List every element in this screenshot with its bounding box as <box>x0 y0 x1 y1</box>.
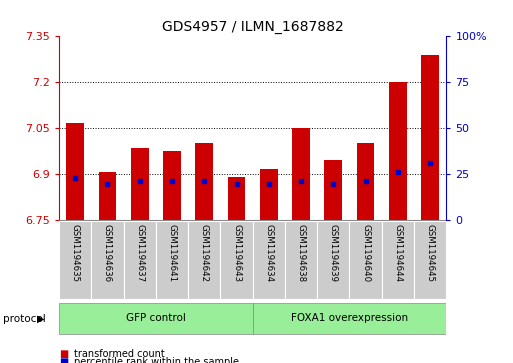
Bar <box>357 143 374 220</box>
Bar <box>228 177 245 220</box>
Text: GSM1194637: GSM1194637 <box>135 224 144 282</box>
Bar <box>124 221 156 299</box>
Text: GSM1194644: GSM1194644 <box>393 224 402 282</box>
Text: ■: ■ <box>59 357 68 363</box>
Bar <box>163 151 181 220</box>
Bar <box>98 172 116 220</box>
Text: GSM1194642: GSM1194642 <box>200 224 209 282</box>
Text: protocol: protocol <box>3 314 45 323</box>
Title: GDS4957 / ILMN_1687882: GDS4957 / ILMN_1687882 <box>162 20 344 34</box>
Bar <box>188 221 221 299</box>
Text: FOXA1 overexpression: FOXA1 overexpression <box>291 313 408 323</box>
Text: GSM1194638: GSM1194638 <box>297 224 306 282</box>
Text: transformed count: transformed count <box>74 349 165 359</box>
Text: GSM1194634: GSM1194634 <box>264 224 273 282</box>
Bar <box>66 123 84 220</box>
Bar <box>285 221 317 299</box>
Bar <box>349 221 382 299</box>
Text: GSM1194645: GSM1194645 <box>426 224 435 282</box>
Bar <box>59 303 252 334</box>
Text: GSM1194643: GSM1194643 <box>232 224 241 282</box>
Bar <box>252 221 285 299</box>
Bar <box>324 160 342 220</box>
Text: GSM1194635: GSM1194635 <box>71 224 80 282</box>
Bar <box>382 221 414 299</box>
Text: GSM1194641: GSM1194641 <box>167 224 176 282</box>
Bar <box>317 221 349 299</box>
Bar <box>260 169 278 220</box>
Text: ■: ■ <box>59 349 68 359</box>
Text: GSM1194639: GSM1194639 <box>329 224 338 282</box>
Text: GSM1194640: GSM1194640 <box>361 224 370 282</box>
Bar <box>389 82 407 220</box>
Bar <box>221 221 252 299</box>
Bar <box>252 303 446 334</box>
Bar <box>156 221 188 299</box>
Bar <box>131 148 149 220</box>
Bar <box>59 221 91 299</box>
Bar <box>421 54 439 220</box>
Bar <box>91 221 124 299</box>
Text: ▶: ▶ <box>37 314 45 323</box>
Text: percentile rank within the sample: percentile rank within the sample <box>74 357 240 363</box>
Bar <box>292 128 310 220</box>
Text: GSM1194636: GSM1194636 <box>103 224 112 282</box>
Bar <box>414 221 446 299</box>
Text: GFP control: GFP control <box>126 313 186 323</box>
Bar <box>195 143 213 220</box>
